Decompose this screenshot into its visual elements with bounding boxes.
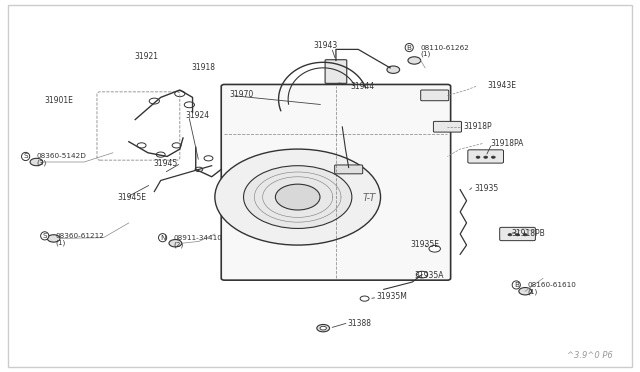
Circle shape xyxy=(317,324,330,332)
FancyBboxPatch shape xyxy=(221,84,451,280)
Text: 31918PA: 31918PA xyxy=(491,140,524,148)
Text: 31388: 31388 xyxy=(348,319,371,328)
Text: B: B xyxy=(406,45,412,51)
Circle shape xyxy=(275,184,320,210)
Circle shape xyxy=(524,234,527,236)
Circle shape xyxy=(519,288,532,295)
Text: 31945: 31945 xyxy=(153,159,177,169)
Circle shape xyxy=(204,156,213,161)
Circle shape xyxy=(508,234,512,236)
Circle shape xyxy=(429,246,440,252)
Text: (1): (1) xyxy=(56,239,66,246)
Circle shape xyxy=(137,143,146,148)
Circle shape xyxy=(169,240,182,247)
Circle shape xyxy=(492,156,495,158)
Text: (2): (2) xyxy=(173,241,184,248)
Circle shape xyxy=(175,91,185,97)
Circle shape xyxy=(215,149,381,245)
Text: S: S xyxy=(23,154,28,160)
Circle shape xyxy=(416,271,428,278)
FancyBboxPatch shape xyxy=(468,150,504,163)
FancyBboxPatch shape xyxy=(420,90,449,101)
Circle shape xyxy=(476,156,480,158)
Circle shape xyxy=(30,158,43,166)
Text: (3): (3) xyxy=(36,160,47,166)
Text: 08360-61212: 08360-61212 xyxy=(56,233,104,239)
Text: S: S xyxy=(42,233,47,239)
Circle shape xyxy=(516,234,520,236)
Circle shape xyxy=(320,326,326,330)
Text: 31935: 31935 xyxy=(474,185,499,193)
Text: 31935M: 31935M xyxy=(376,292,407,301)
Text: 31918PB: 31918PB xyxy=(511,229,545,238)
Circle shape xyxy=(47,235,60,242)
FancyBboxPatch shape xyxy=(433,121,461,132)
Circle shape xyxy=(387,66,399,73)
FancyBboxPatch shape xyxy=(335,165,363,174)
Text: ^3.9^0 P6: ^3.9^0 P6 xyxy=(568,350,613,359)
Text: (1): (1) xyxy=(527,288,538,295)
Text: 31901E: 31901E xyxy=(45,96,74,105)
Text: 31943E: 31943E xyxy=(487,81,516,90)
Text: 31918: 31918 xyxy=(191,63,215,72)
Circle shape xyxy=(195,167,203,171)
FancyBboxPatch shape xyxy=(325,60,347,83)
Text: (1): (1) xyxy=(420,51,430,57)
Text: 08360-5142D: 08360-5142D xyxy=(36,154,86,160)
Circle shape xyxy=(149,98,159,104)
Text: 31935E: 31935E xyxy=(410,240,440,249)
Text: 08911-34410: 08911-34410 xyxy=(173,235,222,241)
Text: T-T: T-T xyxy=(363,193,376,203)
Text: 08110-61262: 08110-61262 xyxy=(420,45,469,51)
Text: 08160-61610: 08160-61610 xyxy=(527,282,576,288)
Text: B: B xyxy=(514,282,519,288)
Circle shape xyxy=(156,152,165,157)
Text: 31943: 31943 xyxy=(313,41,337,50)
Text: 31944: 31944 xyxy=(350,82,374,91)
Text: 31945E: 31945E xyxy=(117,193,147,202)
Circle shape xyxy=(484,156,488,158)
Text: 31935A: 31935A xyxy=(414,271,444,280)
Circle shape xyxy=(408,57,420,64)
Text: 31970: 31970 xyxy=(230,90,254,99)
Circle shape xyxy=(244,166,352,228)
Circle shape xyxy=(184,102,195,108)
Text: 31924: 31924 xyxy=(185,111,209,121)
Circle shape xyxy=(172,143,181,148)
FancyBboxPatch shape xyxy=(500,227,536,241)
Text: 31918P: 31918P xyxy=(463,122,492,131)
Text: 31921: 31921 xyxy=(134,52,158,61)
Circle shape xyxy=(360,296,369,301)
Text: N: N xyxy=(160,235,165,241)
